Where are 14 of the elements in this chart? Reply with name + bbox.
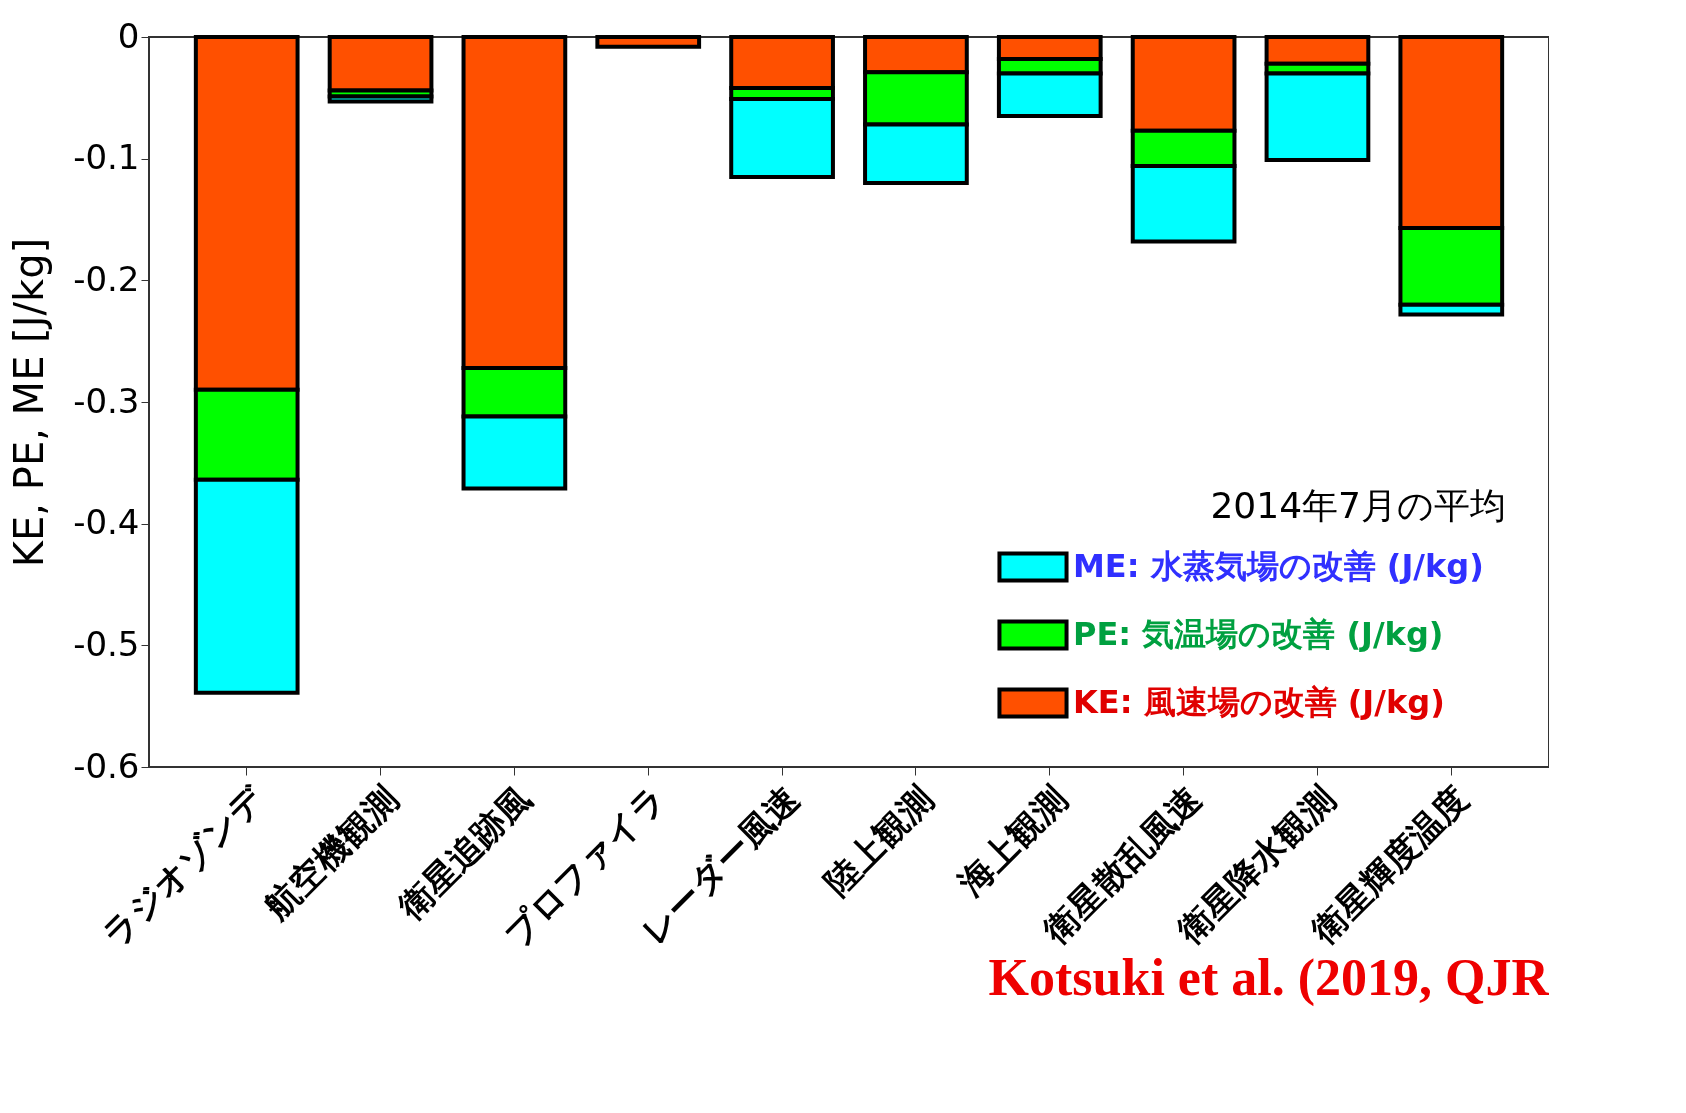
y-tick-label: 0 bbox=[117, 15, 140, 56]
legend-title: 2014年7月の平均 bbox=[1210, 485, 1506, 526]
y-tick-label: -0.3 bbox=[73, 380, 140, 421]
x-tick-label: 陸上観測 bbox=[816, 777, 941, 903]
y-tick-label: -0.5 bbox=[73, 623, 140, 664]
text: Kotsuki et al. (2019, QJR bbox=[988, 948, 1551, 1007]
legend-label: PE: 気温場の改善 (J/kg) bbox=[1073, 615, 1444, 653]
legend-label: ME: 水蒸気場の改善 (J/kg) bbox=[1073, 547, 1484, 585]
y-tick-label: -0.6 bbox=[73, 745, 140, 786]
y-tick-label: -0.1 bbox=[73, 137, 140, 178]
legend-label: KE: 風速場の改善 (J/kg) bbox=[1073, 683, 1445, 721]
y-tick-label: -0.4 bbox=[73, 502, 140, 543]
y-axis-title: KE, PE, ME [J/kg] bbox=[6, 237, 53, 568]
y-tick-label: -0.2 bbox=[73, 258, 140, 299]
